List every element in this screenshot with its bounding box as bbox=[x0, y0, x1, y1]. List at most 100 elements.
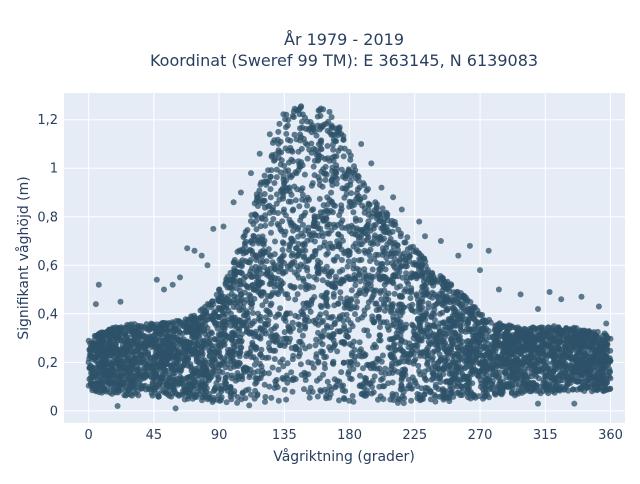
data-point bbox=[369, 384, 375, 390]
data-point bbox=[362, 270, 368, 276]
data-point bbox=[301, 263, 307, 269]
data-point bbox=[393, 334, 399, 340]
data-point bbox=[278, 169, 284, 175]
data-point bbox=[282, 229, 288, 235]
data-point bbox=[362, 353, 368, 359]
chart-title-line-1: År 1979 - 2019 bbox=[284, 30, 404, 49]
data-point bbox=[253, 218, 259, 224]
data-point bbox=[301, 278, 307, 284]
data-point bbox=[252, 200, 258, 206]
data-point bbox=[321, 209, 327, 215]
data-point bbox=[425, 267, 431, 273]
data-point bbox=[347, 249, 353, 255]
data-point bbox=[522, 348, 528, 354]
data-point bbox=[306, 197, 312, 203]
data-point bbox=[413, 343, 419, 349]
data-point bbox=[261, 198, 267, 204]
data-point bbox=[375, 252, 381, 258]
data-point bbox=[161, 338, 167, 344]
data-point bbox=[311, 230, 317, 236]
data-point bbox=[555, 325, 561, 331]
data-point bbox=[286, 172, 292, 178]
data-point bbox=[300, 185, 306, 191]
data-point bbox=[380, 220, 386, 226]
data-point bbox=[357, 383, 363, 389]
data-point bbox=[267, 174, 273, 180]
data-point bbox=[341, 153, 347, 159]
data-point bbox=[229, 330, 235, 336]
data-point bbox=[262, 191, 268, 197]
data-point bbox=[239, 376, 245, 382]
data-point bbox=[370, 267, 376, 273]
data-point bbox=[93, 333, 99, 339]
data-point bbox=[277, 305, 283, 311]
data-point bbox=[398, 264, 404, 270]
data-point bbox=[345, 264, 351, 270]
data-point bbox=[309, 253, 315, 259]
data-point bbox=[402, 325, 408, 331]
data-point bbox=[348, 190, 354, 196]
data-point bbox=[234, 285, 240, 291]
data-point bbox=[308, 237, 314, 243]
data-point bbox=[358, 346, 364, 352]
data-point bbox=[456, 376, 462, 382]
data-point bbox=[282, 116, 288, 122]
data-point bbox=[267, 281, 273, 287]
data-point bbox=[297, 327, 303, 333]
data-point bbox=[204, 335, 210, 341]
data-point bbox=[329, 182, 335, 188]
data-point bbox=[577, 365, 583, 371]
data-point bbox=[375, 397, 381, 403]
data-point bbox=[336, 212, 342, 218]
data-point bbox=[440, 296, 446, 302]
data-point bbox=[307, 125, 313, 131]
data-point bbox=[423, 377, 429, 383]
data-point bbox=[328, 190, 334, 196]
data-point bbox=[108, 367, 114, 373]
data-point bbox=[241, 275, 247, 281]
data-point bbox=[325, 202, 331, 208]
data-point bbox=[170, 362, 176, 368]
data-point bbox=[463, 345, 469, 351]
data-point bbox=[254, 191, 260, 197]
data-point bbox=[294, 272, 300, 278]
data-point bbox=[397, 359, 403, 365]
data-point bbox=[299, 119, 305, 125]
data-point bbox=[352, 282, 358, 288]
data-point bbox=[144, 372, 150, 378]
data-point bbox=[336, 397, 342, 403]
data-point bbox=[399, 375, 405, 381]
data-point bbox=[459, 389, 465, 395]
data-point bbox=[210, 399, 216, 405]
data-point bbox=[365, 226, 371, 232]
data-point bbox=[351, 163, 357, 169]
data-point bbox=[359, 203, 365, 209]
data-point bbox=[295, 291, 301, 297]
data-point bbox=[328, 227, 334, 233]
data-point bbox=[350, 393, 356, 399]
data-point bbox=[459, 371, 465, 377]
data-point bbox=[208, 371, 214, 377]
data-point bbox=[275, 129, 281, 135]
data-point bbox=[319, 319, 325, 325]
data-point bbox=[103, 372, 109, 378]
data-point bbox=[377, 290, 383, 296]
data-point bbox=[513, 382, 519, 388]
data-point bbox=[193, 347, 199, 353]
data-point bbox=[430, 370, 436, 376]
data-point bbox=[449, 390, 455, 396]
data-point bbox=[377, 332, 383, 338]
data-point bbox=[262, 205, 268, 211]
data-point bbox=[92, 355, 98, 361]
data-point bbox=[432, 399, 438, 405]
data-point bbox=[205, 325, 211, 331]
data-point bbox=[547, 335, 553, 341]
data-point bbox=[323, 293, 329, 299]
data-point bbox=[280, 111, 286, 117]
data-point bbox=[248, 293, 254, 299]
data-point bbox=[380, 274, 386, 280]
data-point bbox=[471, 367, 477, 373]
data-point bbox=[281, 177, 287, 183]
data-point bbox=[314, 351, 320, 357]
data-point bbox=[327, 158, 333, 164]
